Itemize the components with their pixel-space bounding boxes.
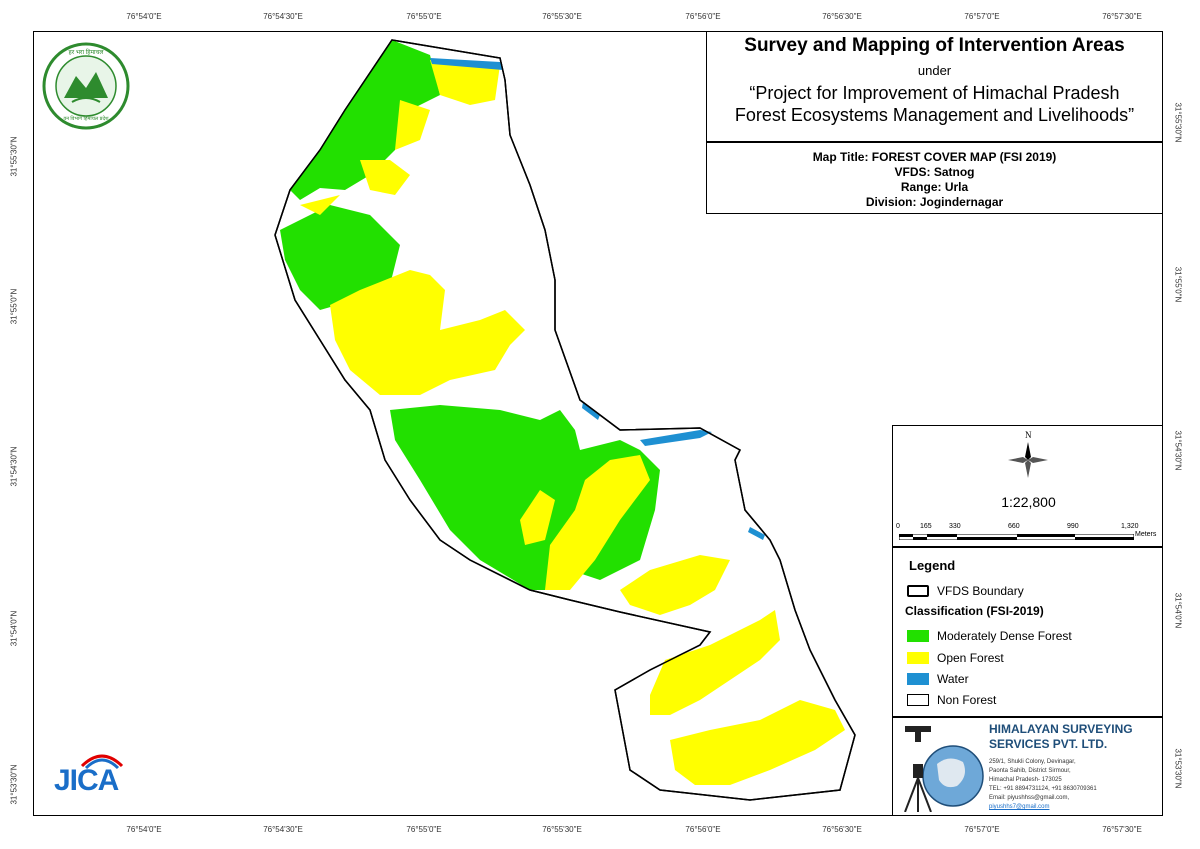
open-forest-areas xyxy=(300,60,845,785)
address-line: Himachal Pradesh- 173025 xyxy=(989,777,1062,783)
address-line: Paonta Sahib, District Sirmour, xyxy=(989,768,1071,774)
map-info-block: Map Title: FOREST COVER MAP (FSI 2019) V… xyxy=(706,142,1163,214)
jica-logo: JICA xyxy=(52,746,132,804)
company-name-line2: SERVICES PVT. LTD. xyxy=(989,737,1108,751)
scale-label: 0 xyxy=(896,523,900,530)
legend-title: Legend xyxy=(909,558,956,573)
map-main-title: Survey and Mapping of Intervention Areas xyxy=(744,35,1125,56)
project-line-1: “Project for Improvement of Himachal Pra… xyxy=(749,83,1120,103)
address-line: 259/1, Shukli Colony, Devinagar, xyxy=(989,759,1076,765)
jica-text: JICA xyxy=(54,764,119,797)
legend-label-nonforest: Non Forest xyxy=(937,693,997,707)
legend-swatch-nonforest xyxy=(907,694,929,706)
scale-bar xyxy=(899,534,1134,540)
scale-label: 990 xyxy=(1067,523,1079,530)
map-frame xyxy=(33,31,1163,816)
project-name: “Project for Improvement of Himachal Pra… xyxy=(707,82,1162,126)
scale-block: N 1:22,800 0 165 330 660 990 1,320 Meter… xyxy=(892,425,1163,547)
north-label: N xyxy=(1025,430,1032,440)
scale-label: 330 xyxy=(949,523,961,530)
company-address: 259/1, Shukli Colony, Devinagar, Paonta … xyxy=(989,758,1097,812)
address-line: piyushhs7@gmail.com xyxy=(989,804,1050,810)
logo-text-top: हर भरा हिमाचल xyxy=(68,50,104,56)
legend-label-dense: Moderately Dense Forest xyxy=(937,629,1072,643)
lon-label: 76°57'0"E xyxy=(964,12,1000,21)
water-areas xyxy=(430,58,765,540)
scale-label: 165 xyxy=(920,523,932,530)
scale-label: 660 xyxy=(1008,523,1020,530)
legend: Legend VFDS Boundary Classification (FSI… xyxy=(892,547,1163,717)
company-block: HIMALAYAN SURVEYING SERVICES PVT. LTD. 2… xyxy=(892,717,1163,816)
lon-label: 76°55'0"E xyxy=(406,12,442,21)
classification-title: Classification (FSI-2019) xyxy=(905,604,1044,618)
legend-label-open: Open Forest xyxy=(937,651,1004,665)
lon-label: 76°54'0"E xyxy=(126,12,162,21)
lon-label: 76°56'0"E xyxy=(685,12,721,21)
logo-text-bottom: वन विभाग हिमाचल प्रदेश xyxy=(63,116,109,122)
lon-label: 76°55'30"E xyxy=(542,825,582,834)
scale-unit: Meters xyxy=(1135,531,1157,538)
lon-label: 76°54'30"E xyxy=(263,12,303,21)
lon-label: 76°56'30"E xyxy=(822,12,862,21)
map-title: Map Title: FOREST COVER MAP (FSI 2019) xyxy=(812,150,1057,164)
lon-label: 76°57'30"E xyxy=(1102,12,1142,21)
lon-label: 76°55'30"E xyxy=(542,12,582,21)
project-line-2: Forest Ecosystems Management and Livelih… xyxy=(734,105,1135,125)
lon-label: 76°55'0"E xyxy=(406,825,442,834)
scale-ratio: 1:22,800 xyxy=(1001,494,1056,510)
scale-label: 1,320 xyxy=(1121,523,1139,530)
lon-label: 76°57'0"E xyxy=(964,825,1000,834)
vfds-name: VFDS: Satnog xyxy=(894,165,975,179)
lon-label: 76°54'30"E xyxy=(263,825,303,834)
hp-forest-dept-logo: हर भरा हिमाचल वन विभाग हिमाचल प्रदेश xyxy=(42,42,130,130)
legend-swatch-open xyxy=(907,652,929,664)
legend-swatch-dense xyxy=(907,630,929,642)
title-block: Survey and Mapping of Intervention Areas… xyxy=(706,31,1163,142)
lon-label: 76°57'30"E xyxy=(1102,825,1142,834)
lon-label: 76°56'0"E xyxy=(685,825,721,834)
north-arrow-icon xyxy=(1008,442,1048,478)
address-line: Email: piyushhss@gmail.com, xyxy=(989,795,1070,801)
boundary-label: VFDS Boundary xyxy=(937,584,1024,598)
scale-bar-labels: 0 165 330 660 990 1,320 xyxy=(893,523,1164,535)
company-name-line1: HIMALAYAN SURVEYING xyxy=(989,722,1133,736)
address-line: TEL: +91 8894731124, +91 8630709361 xyxy=(989,786,1097,792)
lon-label: 76°54'0"E xyxy=(126,825,162,834)
title-under: under xyxy=(917,63,952,78)
legend-swatch-water xyxy=(907,673,929,685)
boundary-swatch xyxy=(907,585,929,597)
lon-label: 76°56'30"E xyxy=(822,825,862,834)
legend-label-water: Water xyxy=(937,672,969,686)
division-name: Division: Jogindernagar xyxy=(865,195,1004,209)
range-name: Range: Urla xyxy=(900,180,969,194)
surveyor-logo-icon xyxy=(904,726,984,812)
